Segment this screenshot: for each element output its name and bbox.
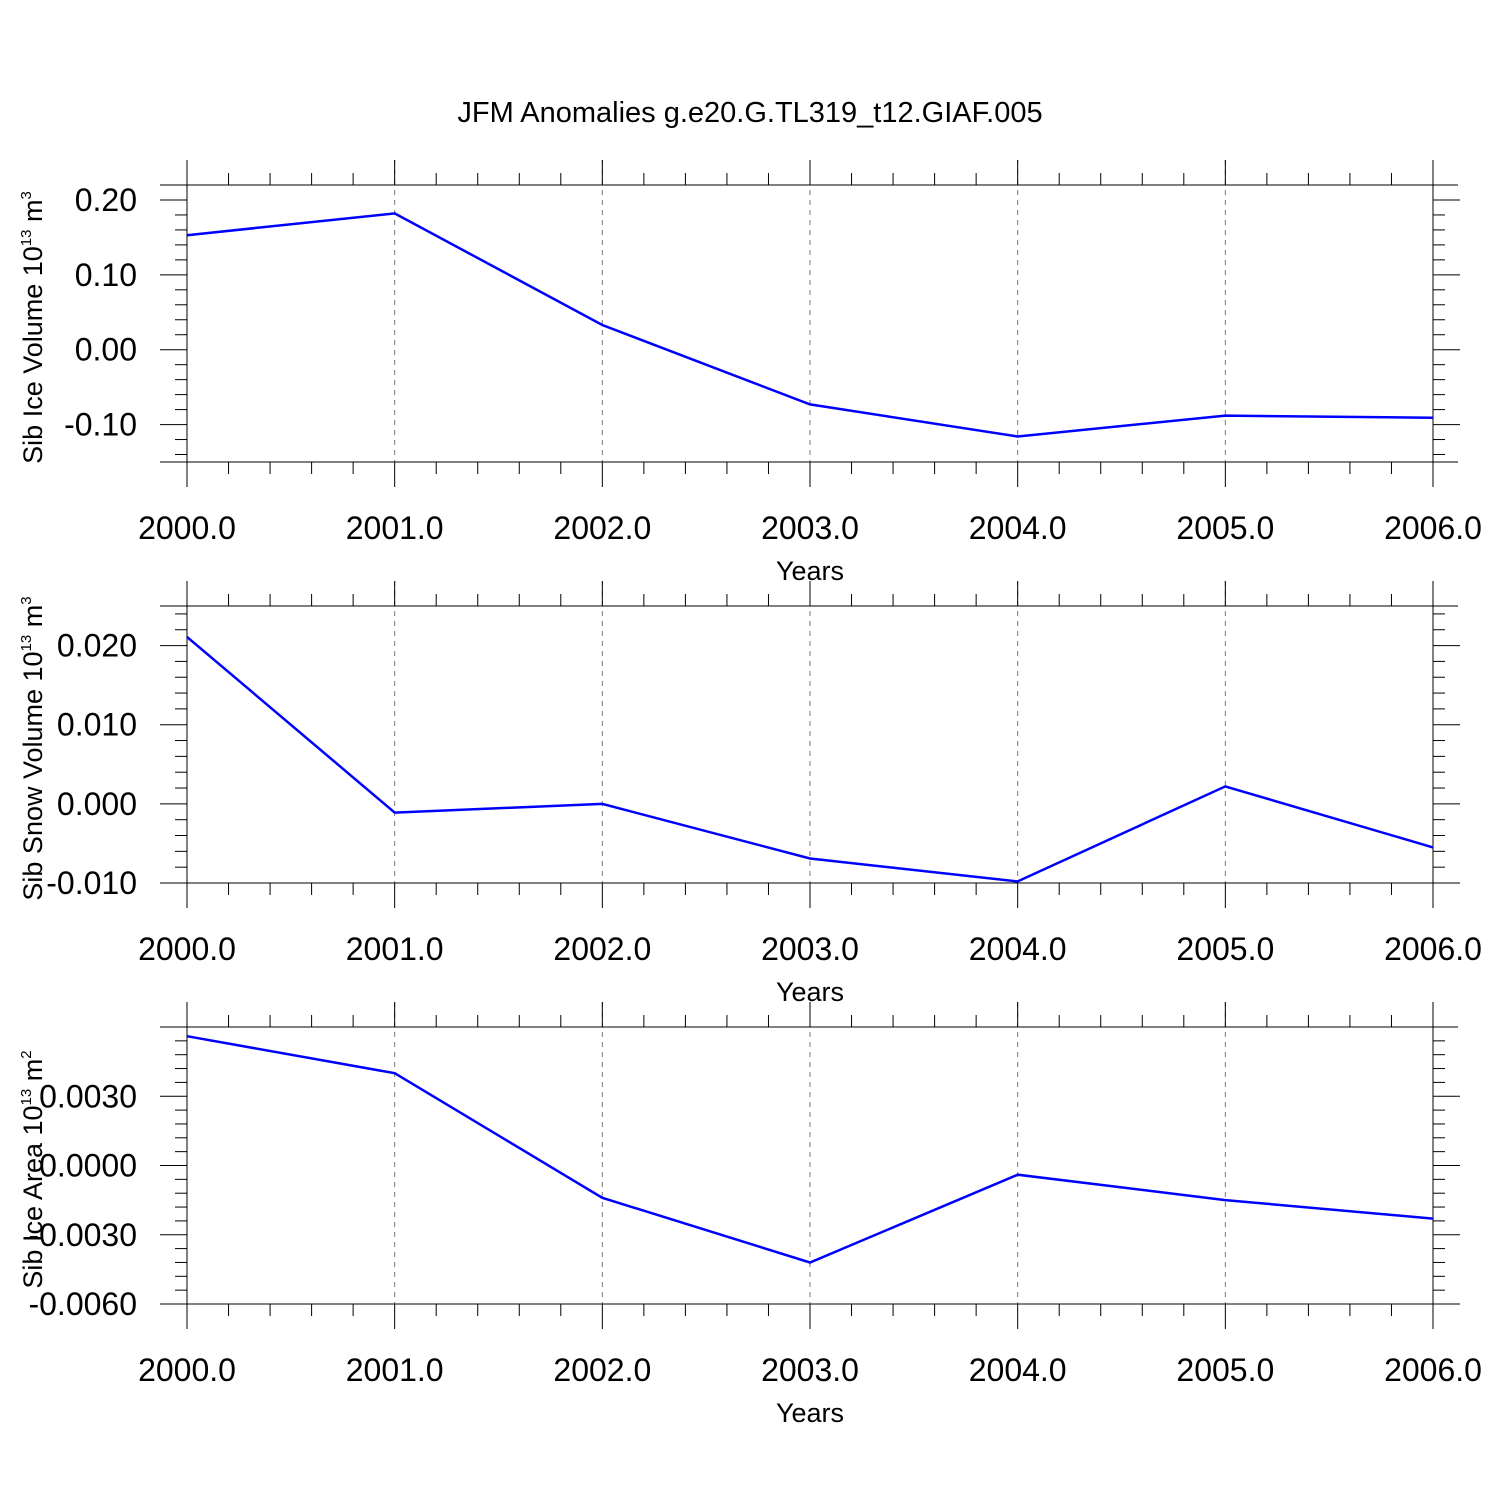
y-tick-label: 0.0000 <box>39 1148 137 1184</box>
chart-title: JFM Anomalies g.e20.G.TL319_t12.GIAF.005 <box>457 97 1042 129</box>
y-tick-label: 0.00 <box>75 332 137 368</box>
x-tick-label: 2004.0 <box>969 510 1067 546</box>
x-tick-label: 2001.0 <box>346 931 444 967</box>
y-tick-label: 0.20 <box>75 182 137 218</box>
x-tick-label: 2002.0 <box>553 510 651 546</box>
y-tick-label: 0.020 <box>57 628 137 664</box>
y-axis-label-unit: m <box>18 200 48 230</box>
x-tick-label: 2006.0 <box>1384 510 1482 546</box>
y-axis-label-unit-exponent: 2 <box>18 1050 35 1058</box>
y-axis-label-text: Sib Ice Area 10 <box>18 1105 48 1288</box>
series-line <box>186 212 1434 438</box>
y-axis-label-unit-exponent: 3 <box>18 596 35 604</box>
y-axis-label-unit: m <box>18 1059 48 1089</box>
y-axis-label: Sib Ice Volume 1013 m3 <box>18 191 48 464</box>
y-axis-label-unit-exponent: 3 <box>18 191 35 199</box>
series-line <box>186 1034 1434 1264</box>
x-tick-label: 2004.0 <box>969 931 1067 967</box>
y-axis-label-exponent: 13 <box>18 1089 35 1106</box>
x-tick-label: 2004.0 <box>969 1352 1067 1388</box>
y-axis-label-exponent: 13 <box>18 635 35 652</box>
y-tick-label: -0.10 <box>64 407 137 443</box>
x-tick-label: 2005.0 <box>1176 931 1274 967</box>
series-line <box>186 635 1434 883</box>
x-tick-label: 2006.0 <box>1384 1352 1482 1388</box>
x-tick-label: 2001.0 <box>346 1352 444 1388</box>
x-tick-label: 2000.0 <box>138 931 236 967</box>
x-axis-label: Years <box>776 1398 844 1428</box>
x-tick-label: 2006.0 <box>1384 931 1482 967</box>
y-tick-label: -0.0060 <box>28 1286 137 1322</box>
y-axis-label-exponent: 13 <box>18 230 35 247</box>
y-axis-label-unit: m <box>18 605 48 635</box>
y-tick-label: 0.0030 <box>39 1078 137 1114</box>
panel-1: 0.20 0.10 0.00 -0.10 2000.0 2001.0 2002.0 2003.… <box>18 160 1482 586</box>
x-tick-label: 2000.0 <box>138 1352 236 1388</box>
x-tick-label: 2000.0 <box>138 510 236 546</box>
y-axis-label: Sib Snow Volume 1013 m3 <box>18 596 48 900</box>
y-tick-label: 0.010 <box>57 707 137 743</box>
x-tick-label: 2003.0 <box>761 510 859 546</box>
x-tick-label: 2005.0 <box>1176 510 1274 546</box>
y-axis-label-text: Sib Snow Volume 10 <box>18 651 48 900</box>
y-tick-label: 0.10 <box>75 257 137 293</box>
x-tick-label: 2001.0 <box>346 510 444 546</box>
x-tick-label: 2002.0 <box>553 931 651 967</box>
y-tick-label: -0.0030 <box>28 1217 137 1253</box>
x-tick-label: 2003.0 <box>761 1352 859 1388</box>
y-tick-label: 0.000 <box>57 786 137 822</box>
y-tick-label: -0.010 <box>46 865 137 901</box>
y-axis-label: Sib Ice Area 1013 m2 <box>18 1050 48 1288</box>
y-axis-label-text: Sib Ice Volume 10 <box>18 246 48 464</box>
x-tick-label: 2002.0 <box>553 1352 651 1388</box>
x-tick-label: 2005.0 <box>1176 1352 1274 1388</box>
x-tick-label: 2003.0 <box>761 931 859 967</box>
